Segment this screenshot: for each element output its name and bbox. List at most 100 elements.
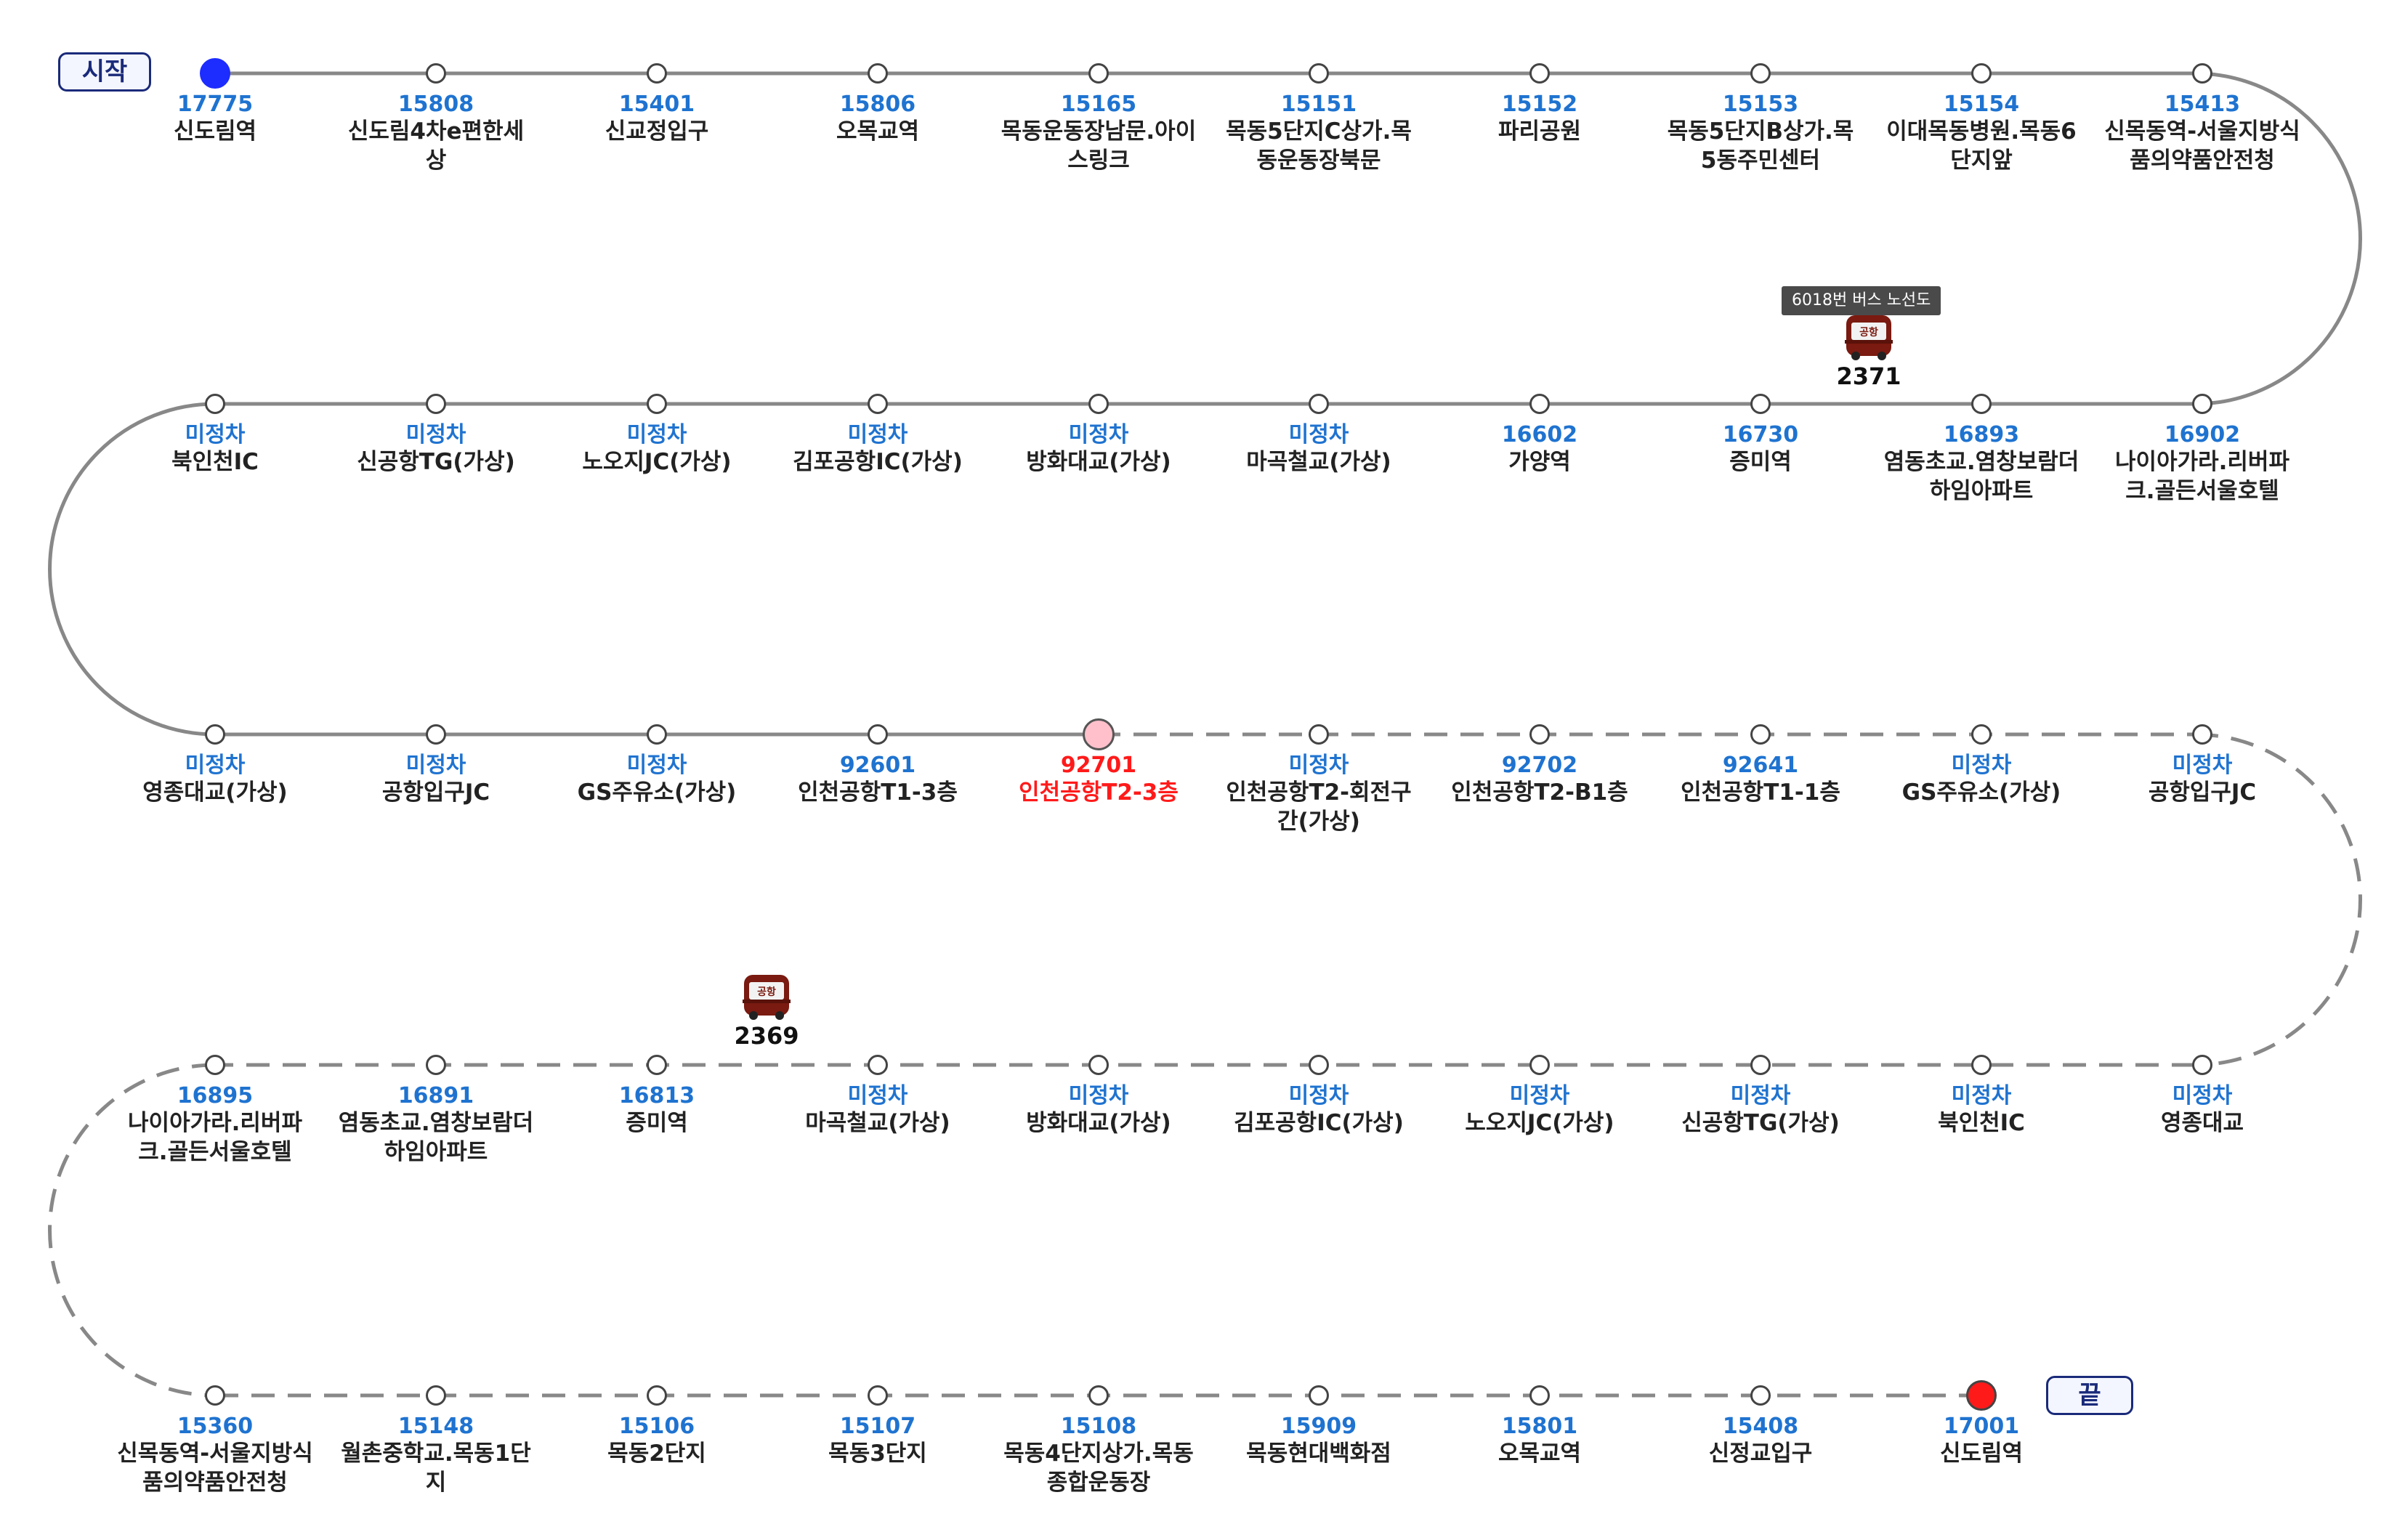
station-dot[interactable] — [426, 394, 446, 414]
station-id: 15148 — [397, 1414, 474, 1439]
station-dot[interactable] — [647, 1385, 667, 1406]
station-name: 신도림역 — [173, 118, 257, 145]
station-dot[interactable] — [426, 1055, 446, 1075]
station-dot[interactable] — [647, 724, 667, 745]
station-name: 염동초교.염창보람더하임아파트 — [338, 1110, 534, 1165]
station-dot[interactable] — [868, 63, 888, 84]
station-dot[interactable] — [205, 1385, 225, 1406]
station-name: 신목동역-서울지방식품의약품안전청 — [2104, 118, 2300, 174]
station-dot[interactable] — [205, 724, 225, 745]
station-id: 15806 — [839, 92, 916, 117]
station-dot[interactable] — [1309, 63, 1329, 84]
station-id: 16891 — [397, 1083, 474, 1109]
station-id: 15154 — [1943, 92, 2020, 117]
station-id: 92701 — [1060, 753, 1137, 778]
station-dot[interactable] — [1088, 1055, 1109, 1075]
end-label[interactable]: 끝 — [2046, 1376, 2133, 1415]
station-name: 목동5단지C상가.목동운동장북문 — [1226, 118, 1412, 174]
bus-marker-2369[interactable]: 공항 2369 — [723, 970, 810, 1050]
station-name: 오목교역 — [836, 118, 920, 145]
station-dot[interactable] — [1971, 1055, 1992, 1075]
station-dot[interactable] — [1529, 1055, 1550, 1075]
station-dot[interactable] — [647, 394, 667, 414]
station-dot[interactable] — [1309, 394, 1329, 414]
station-dot[interactable] — [647, 1055, 667, 1075]
station-dot[interactable] — [426, 1385, 446, 1406]
station-dot[interactable] — [426, 724, 446, 745]
station-name: GS주유소(가상) — [577, 779, 737, 806]
bus-icon-text: 공항 — [757, 986, 776, 998]
station-dot[interactable] — [1529, 1385, 1550, 1406]
station-id: 15801 — [1501, 1414, 1578, 1439]
station-dot[interactable] — [647, 63, 667, 84]
bus-marker-2371[interactable]: 공항 2371 — [1825, 311, 1912, 391]
station-dot[interactable] — [1750, 394, 1771, 414]
start-label[interactable]: 시작 — [58, 52, 151, 92]
station-name: 인천공항T1-1층 — [1681, 779, 1840, 806]
station-id: 15165 — [1060, 92, 1137, 117]
station-dot[interactable] — [2192, 394, 2212, 414]
station-dot[interactable] — [1088, 1385, 1109, 1406]
station-dot[interactable] — [1971, 394, 1992, 414]
station-id: 미정차 — [1068, 422, 1129, 447]
station-dot[interactable] — [1088, 63, 1109, 84]
route-line-turn1 — [2194, 71, 2362, 406]
station-id: 17001 — [1943, 1414, 2020, 1439]
station-dot[interactable] — [868, 1055, 888, 1075]
station-name: 신공항TG(가상) — [1681, 1110, 1840, 1136]
station-dot[interactable] — [1083, 718, 1115, 750]
station-dot[interactable] — [868, 724, 888, 745]
station-dot[interactable] — [2192, 1055, 2212, 1075]
station-dot[interactable] — [426, 63, 446, 84]
station-id: 미정차 — [1730, 1083, 1791, 1109]
station-dot[interactable] — [1750, 1385, 1771, 1406]
station-dot[interactable] — [1529, 63, 1550, 84]
end-station-dot[interactable] — [1966, 1380, 1997, 1411]
station-id: 16895 — [177, 1083, 254, 1109]
station-dot[interactable] — [1309, 724, 1329, 745]
station-dot[interactable] — [1750, 724, 1771, 745]
station-name: 마곡철교(가상) — [805, 1110, 950, 1136]
station-name: 신교정입구 — [605, 118, 709, 145]
station-dot[interactable] — [1971, 63, 1992, 84]
station-name: 월촌중학교.목동1단지 — [341, 1440, 531, 1496]
station-id: 미정차 — [1288, 422, 1349, 447]
station-id: 15808 — [397, 92, 474, 117]
station-dot[interactable] — [1529, 394, 1550, 414]
station-dot[interactable] — [2192, 63, 2212, 84]
station-name: 나이아가라.리버파크.골든서울호텔 — [2115, 449, 2289, 504]
station-id: 미정차 — [405, 753, 466, 778]
station-name: 마곡철교(가상) — [1246, 449, 1391, 475]
station-dot[interactable] — [1088, 394, 1109, 414]
station-name: 북인천IC — [171, 449, 259, 475]
route-tooltip: 6018번 버스 노선도 — [1782, 286, 1941, 315]
station-dot[interactable] — [205, 1055, 225, 1075]
station-id: 미정차 — [405, 422, 466, 447]
station-name: 목동2단지 — [607, 1440, 706, 1467]
station-dot[interactable] — [205, 394, 225, 414]
station-id: 16813 — [618, 1083, 695, 1109]
station-id: 15401 — [618, 92, 695, 117]
start-station-dot[interactable] — [200, 58, 230, 89]
station-name: 목동3단지 — [828, 1440, 927, 1467]
station-id: 미정차 — [847, 422, 908, 447]
bus-icon-text: 공항 — [1859, 326, 1878, 339]
station-dot[interactable] — [1309, 1385, 1329, 1406]
station-dot[interactable] — [1529, 724, 1550, 745]
station-dot[interactable] — [868, 394, 888, 414]
station-name: 인천공항T2-B1층 — [1451, 779, 1628, 806]
station-dot[interactable] — [1750, 63, 1771, 84]
station-id: 미정차 — [847, 1083, 908, 1109]
station-name: GS주유소(가상) — [1901, 779, 2061, 806]
station-dot[interactable] — [1309, 1055, 1329, 1075]
station-dot[interactable] — [1971, 724, 1992, 745]
station-name: 신도림역 — [1939, 1440, 2024, 1467]
station-id: 미정차 — [1509, 1083, 1570, 1109]
station-dot[interactable] — [1750, 1055, 1771, 1075]
station-name: 신도림4차e편한세상 — [347, 118, 525, 174]
station-dot[interactable] — [868, 1385, 888, 1406]
station-dot[interactable] — [2192, 724, 2212, 745]
station-id: 92641 — [1722, 753, 1799, 778]
bus-number: 2371 — [1836, 362, 1901, 390]
station-id: 미정차 — [1951, 753, 2012, 778]
